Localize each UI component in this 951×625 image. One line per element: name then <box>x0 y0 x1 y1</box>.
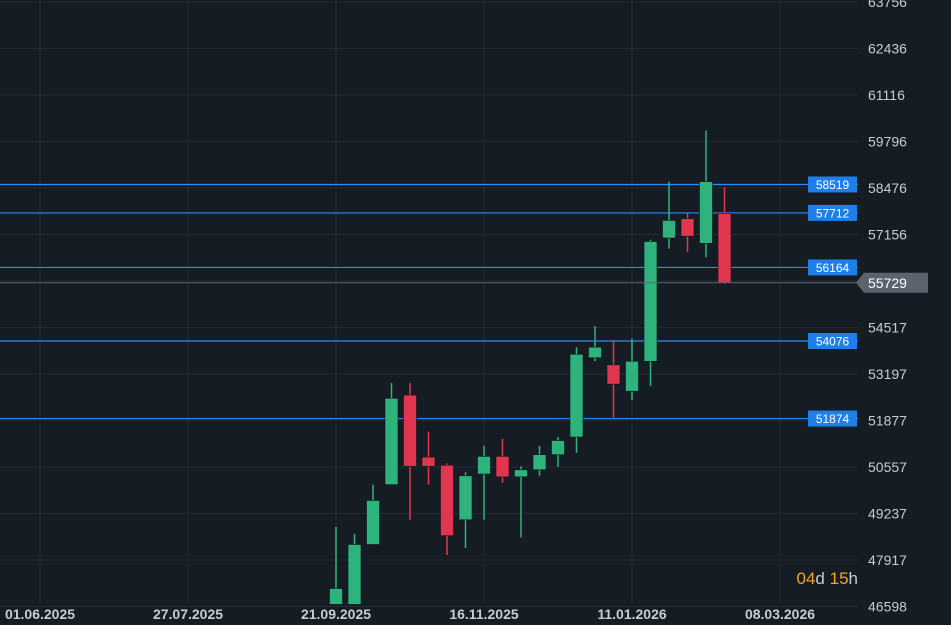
candle-up <box>532 445 547 476</box>
candle-body <box>643 241 658 362</box>
price-tick-label: 46598 <box>868 599 907 615</box>
level-price-badge <box>808 176 857 193</box>
candle-body <box>458 475 473 521</box>
price-tick-label: 51877 <box>868 413 907 429</box>
candle-up <box>625 338 639 401</box>
candle-body <box>421 456 436 467</box>
date-tick-label: 16.11.2025 <box>449 606 519 622</box>
level-price-badge <box>808 259 857 276</box>
level-price-label: 57712 <box>816 206 850 220</box>
candle-body <box>662 220 676 239</box>
countdown-days: 04 <box>796 569 816 588</box>
price-tick-label: 47917 <box>868 552 907 568</box>
price-tick-label: 57156 <box>868 227 907 243</box>
candle-body <box>551 440 565 455</box>
level-price-label: 58519 <box>816 178 850 192</box>
candle-body <box>329 588 343 605</box>
candle-countdown: 04d 15h <box>796 569 858 589</box>
level-price-label: 56164 <box>816 261 850 275</box>
gridlines <box>0 0 858 607</box>
price-tick-label: 59796 <box>868 134 907 150</box>
candle-down <box>421 431 436 485</box>
candle-body <box>606 364 621 385</box>
level-line-58519[interactable]: 58519 <box>0 176 858 193</box>
level-line-56164[interactable]: 56164 <box>0 259 858 276</box>
candle-body <box>347 544 362 605</box>
price-tick-label: 61116 <box>868 87 905 103</box>
candle-up <box>514 466 528 538</box>
price-tick-label: 53197 <box>868 366 907 382</box>
candle-body <box>625 360 639 392</box>
level-line-51874[interactable]: 51874 <box>0 410 858 427</box>
date-tick-label: 11.01.2026 <box>597 606 667 622</box>
level-line-57712[interactable]: 57712 <box>0 204 858 221</box>
price-tick-label: 63756 <box>868 0 907 10</box>
candle-body <box>680 218 695 237</box>
candle-up <box>347 533 362 605</box>
candle-down <box>440 463 454 556</box>
time-axis[interactable]: 01.06.2025 27.07.2025 21.09.2025 16.11.2025… <box>5 606 815 622</box>
date-tick-label: 01.06.2025 <box>5 606 75 622</box>
candle-body <box>403 394 417 467</box>
level-price-badge <box>808 333 857 349</box>
candle-body <box>699 181 713 244</box>
candle-down <box>403 383 417 520</box>
current-price-badge <box>856 272 928 293</box>
price-tick-label: 50557 <box>868 459 907 475</box>
candle-body <box>588 346 602 359</box>
candle-up <box>458 472 473 548</box>
countdown-days-unit: d <box>815 569 825 588</box>
countdown-hours: 15 <box>829 569 849 588</box>
candle-body <box>366 500 380 545</box>
candle-up <box>643 239 658 386</box>
candle-body <box>384 397 399 485</box>
candle-up <box>329 526 343 605</box>
candle-body <box>440 464 454 536</box>
candle-up <box>384 383 399 485</box>
candle-up <box>551 437 565 467</box>
candle-body <box>495 456 510 478</box>
candle-up <box>366 484 380 545</box>
candle-down <box>717 186 732 284</box>
candle-body <box>569 353 584 438</box>
candle-body <box>717 213 732 284</box>
level-price-badge <box>808 410 857 427</box>
level-line-54076[interactable]: 54076 <box>0 333 858 349</box>
level-price-label: 54076 <box>816 335 850 349</box>
price-tick-label: 62436 <box>868 41 907 57</box>
candle-body <box>514 469 528 478</box>
price-tick-label: 54517 <box>868 320 907 336</box>
date-tick-label: 21.09.2025 <box>301 606 371 622</box>
date-tick-label: 27.07.2025 <box>153 606 223 622</box>
candles <box>329 130 732 605</box>
level-price-label: 51874 <box>816 412 850 426</box>
candle-down <box>606 340 621 418</box>
price-tick-label: 58476 <box>868 180 907 196</box>
candle-up <box>662 181 676 249</box>
horizontal-levels[interactable]: 58519 57712 56164 54076 51874 <box>0 176 858 427</box>
candle-body <box>477 456 491 475</box>
current-price-label: 55729 <box>868 275 907 291</box>
candle-up <box>588 326 602 362</box>
candle-up <box>477 445 491 520</box>
candle-up <box>569 347 584 453</box>
price-axis[interactable]: 63756 62436 61116 59796 58476 57156 55729 54517… <box>868 0 907 615</box>
date-tick-label: 08.03.2026 <box>745 606 815 622</box>
candle-up <box>699 130 713 258</box>
countdown-hours-unit: h <box>848 569 858 588</box>
candle-down <box>495 438 510 483</box>
price-tick-label: 49237 <box>868 506 907 522</box>
candle-down <box>680 213 695 253</box>
candle-body <box>532 454 547 471</box>
level-price-badge <box>808 204 857 221</box>
current-price-marker: 55729 <box>0 272 928 293</box>
